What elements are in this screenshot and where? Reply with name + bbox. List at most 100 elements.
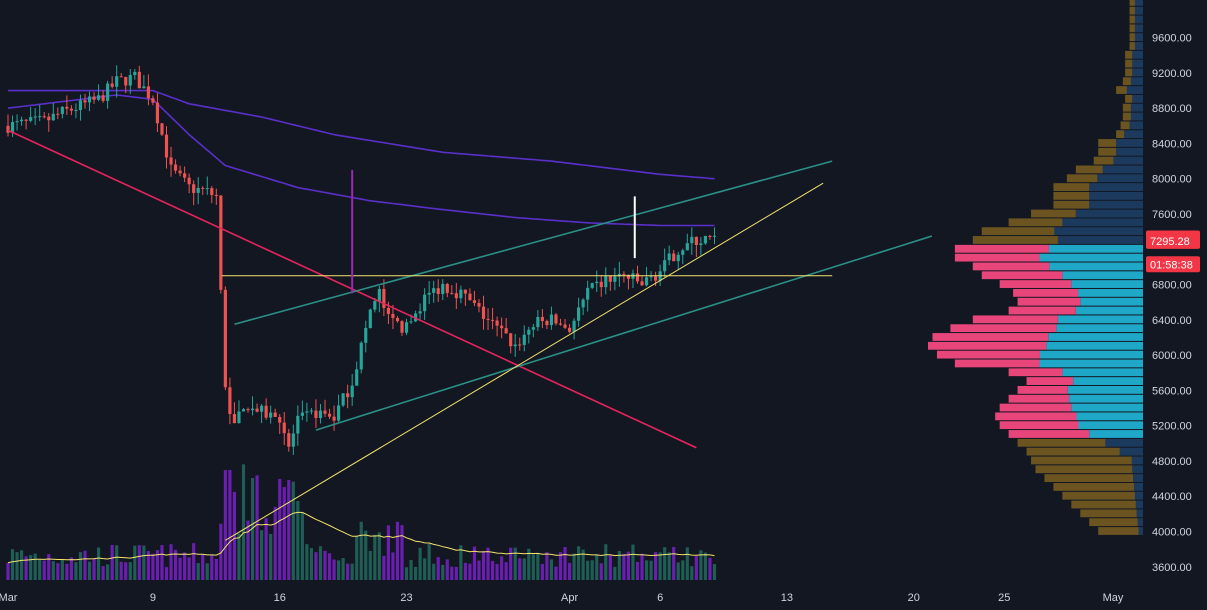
volume-bar — [631, 544, 635, 580]
candle-body — [255, 408, 259, 412]
candle-body — [210, 188, 214, 195]
volume-bar — [658, 552, 662, 580]
time-tick-label: Apr — [561, 592, 578, 604]
candle-body — [694, 236, 698, 245]
volume-bar — [282, 487, 286, 580]
candle-body — [78, 100, 83, 111]
candle-body — [391, 313, 395, 318]
volume-bar — [635, 561, 640, 580]
price-axis[interactable]: 9600.00 9200.00 8800.00 8400.00 8000.00 7600.… — [1152, 33, 1192, 574]
volume-bar — [323, 550, 327, 580]
price-tag — [1146, 232, 1200, 249]
volume-bar — [314, 552, 318, 580]
candle-body — [119, 76, 123, 78]
volume-bar — [341, 558, 345, 580]
volume-bar — [472, 546, 477, 580]
profile-up-bar — [1130, 112, 1143, 121]
candle-body — [323, 410, 327, 414]
profile-down-bar — [1053, 183, 1090, 191]
volume-bar — [269, 533, 273, 580]
candle-body — [115, 76, 119, 87]
volume-bar — [640, 553, 644, 580]
time-tick-label: Mar — [0, 592, 18, 604]
time-tick-label: 13 — [781, 592, 793, 604]
moving-averages — [7, 89, 715, 227]
time-axis[interactable]: Mar 9 16 23 Apr 6 13 20 25 May — [0, 592, 1124, 604]
candle-body — [672, 253, 676, 262]
profile-down-bar — [1053, 482, 1135, 491]
candle-body — [545, 321, 549, 326]
candle-body — [500, 325, 504, 329]
channel-upper-line — [234, 160, 833, 326]
volume-bar — [83, 550, 87, 580]
candle-body — [359, 342, 363, 370]
volume-bar — [495, 563, 499, 580]
volume-bar — [581, 549, 585, 580]
volume-bar — [604, 544, 608, 580]
price-tick-label: 8800.00 — [1152, 103, 1192, 115]
candle-body — [685, 243, 689, 251]
candle-body — [604, 275, 608, 288]
volume-bar — [690, 566, 694, 580]
volume-bar — [359, 521, 363, 580]
volume-bar — [115, 545, 119, 580]
volume-bar — [391, 552, 395, 580]
profile-up-bar — [1134, 33, 1143, 42]
candle-body — [681, 250, 685, 255]
candle-body — [617, 273, 621, 277]
volume-bar — [246, 520, 250, 580]
trendlines — [7, 129, 933, 541]
candle-body — [441, 283, 445, 295]
price-tick-label: 4400.00 — [1152, 491, 1192, 503]
volume-bar — [96, 547, 101, 580]
profile-up-bar — [1073, 377, 1143, 385]
volume-bar — [219, 523, 223, 580]
volume-bar — [509, 547, 513, 580]
candle-body — [151, 98, 155, 103]
volume-bar — [708, 557, 712, 580]
profile-up-bar — [1138, 527, 1143, 535]
profile-up-bar — [1049, 262, 1143, 271]
candle-body — [341, 393, 345, 406]
profile-up-bar — [1132, 465, 1143, 474]
time-tick-label: 20 — [908, 592, 920, 604]
price-tick-label: 6400.00 — [1152, 315, 1192, 327]
candle-body — [667, 253, 671, 261]
volume-bar — [418, 547, 422, 580]
candle-body — [318, 410, 323, 419]
volume-bar — [699, 550, 703, 580]
candle-body — [635, 273, 640, 282]
candle-body — [228, 387, 232, 415]
profile-up-bar — [1119, 447, 1143, 456]
profile-down-bar — [1026, 377, 1074, 385]
volume-bar — [445, 559, 449, 580]
volume-profile — [928, 0, 1143, 535]
volume-bar — [241, 464, 246, 580]
candle-body — [20, 119, 24, 122]
volume-bar — [676, 562, 680, 580]
volume-bar — [527, 548, 531, 580]
candle-body — [708, 235, 712, 237]
profile-down-bar — [1017, 297, 1081, 306]
volume-bar — [173, 549, 178, 580]
volume-bar — [386, 525, 390, 580]
candle-body — [640, 281, 644, 286]
candle-body — [124, 76, 128, 86]
volume-bar — [164, 567, 169, 580]
candle-body — [481, 306, 486, 319]
profile-down-bar — [1129, 33, 1135, 42]
profile-down-bar — [1026, 447, 1120, 456]
volume-bar — [327, 553, 332, 580]
candle-body — [644, 277, 649, 286]
candle-body — [527, 329, 531, 335]
volume-bar — [522, 558, 526, 580]
candle-body — [87, 96, 92, 103]
profile-down-bar — [1017, 385, 1068, 394]
candle-body — [337, 405, 341, 421]
candle-body — [495, 320, 499, 326]
profile-down-bar — [1062, 491, 1135, 500]
price-tick-label: 9200.00 — [1152, 68, 1192, 80]
profile-down-bar — [999, 280, 1072, 288]
candle-body — [106, 83, 110, 101]
